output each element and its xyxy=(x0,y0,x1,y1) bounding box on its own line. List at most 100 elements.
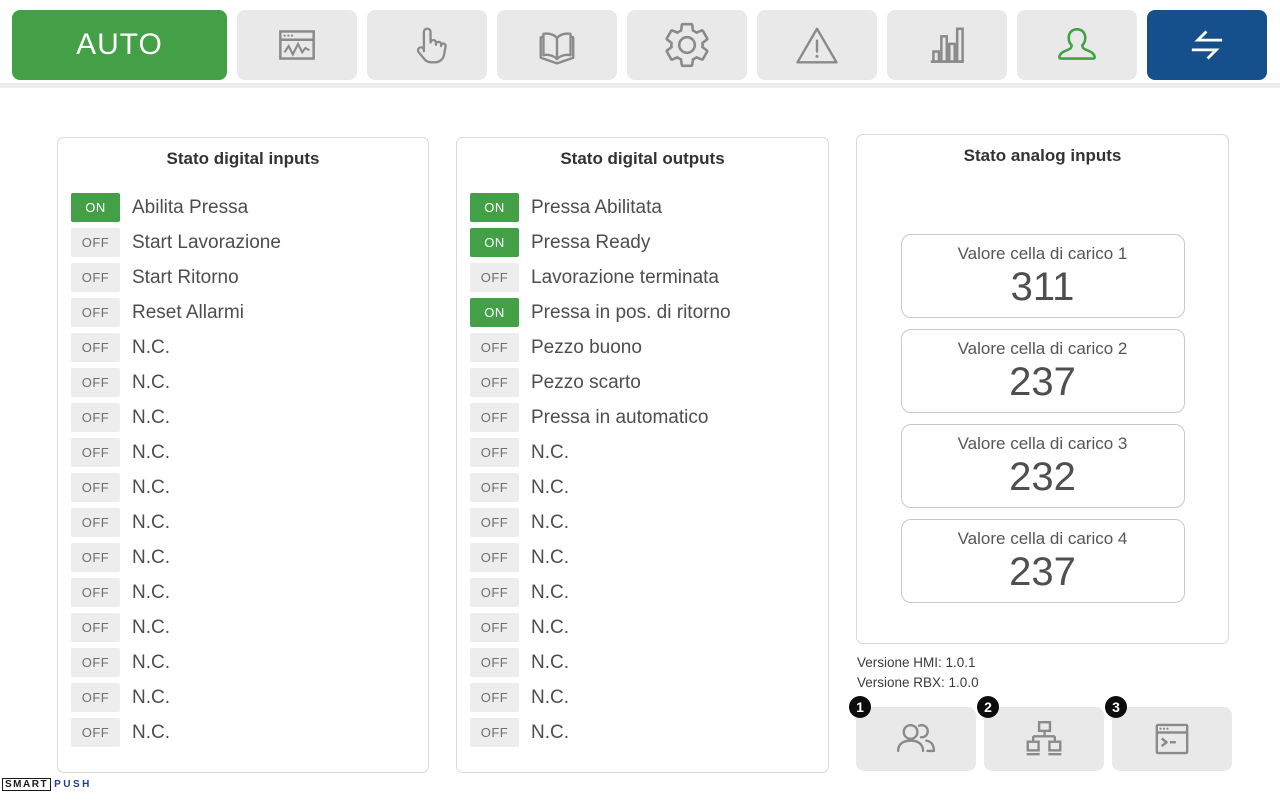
trends-button[interactable] xyxy=(237,10,357,80)
io-row: OFF N.C. xyxy=(470,508,828,537)
state-badge: OFF xyxy=(71,473,120,502)
io-row: OFF N.C. xyxy=(470,473,828,502)
io-label: N.C. xyxy=(132,581,170,603)
terminal-icon xyxy=(1155,723,1189,755)
io-row: ON Pressa Abilitata xyxy=(470,193,828,222)
io-label: N.C. xyxy=(531,546,569,568)
state-badge: OFF xyxy=(71,403,120,432)
io-label: Pressa Abilitata xyxy=(531,196,662,218)
state-badge: OFF xyxy=(470,613,519,642)
io-label: N.C. xyxy=(531,511,569,533)
io-label: Start Lavorazione xyxy=(132,231,281,253)
hmi-version: Versione HMI: 1.0.1 xyxy=(857,655,976,670)
users-button[interactable]: 1 xyxy=(849,696,976,771)
io-label: N.C. xyxy=(132,651,170,673)
io-label: N.C. xyxy=(132,336,170,358)
state-badge: OFF xyxy=(470,543,519,572)
state-badge: OFF xyxy=(470,473,519,502)
state-badge: OFF xyxy=(470,648,519,677)
recipes-button[interactable] xyxy=(497,10,617,80)
digital-inputs-rows: ON Abilita Pressa OFF Start Lavorazione … xyxy=(58,193,428,747)
io-label: Pressa in automatico xyxy=(531,406,709,428)
io-row: OFF N.C. xyxy=(470,578,828,607)
alarms-button[interactable] xyxy=(757,10,877,80)
network-icon xyxy=(1026,721,1062,756)
io-row: OFF N.C. xyxy=(71,578,428,607)
state-badge: OFF xyxy=(71,298,120,327)
marker-1: 1 xyxy=(849,696,871,718)
manual-mode-button[interactable] xyxy=(367,10,487,80)
state-badge: OFF xyxy=(470,368,519,397)
state-badge: OFF xyxy=(470,508,519,537)
state-badge: OFF xyxy=(71,543,120,572)
rbx-version: Versione RBX: 1.0.0 xyxy=(857,675,979,690)
digital-outputs-title: Stato digital outputs xyxy=(560,149,725,168)
network-button[interactable]: 2 xyxy=(977,696,1104,771)
io-label: N.C. xyxy=(531,651,569,673)
io-label: N.C. xyxy=(531,686,569,708)
warning-triangle-icon xyxy=(796,27,838,64)
state-badge: OFF xyxy=(470,438,519,467)
io-row: OFF N.C. xyxy=(71,473,428,502)
users-icon xyxy=(896,723,936,753)
state-badge: OFF xyxy=(470,578,519,607)
top-toolbar: AUTO xyxy=(0,0,1280,88)
io-row: OFF Start Ritorno xyxy=(71,263,428,292)
io-label: Pezzo buono xyxy=(531,336,642,358)
state-badge: OFF xyxy=(71,648,120,677)
io-status-button[interactable] xyxy=(1147,10,1267,80)
state-badge: OFF xyxy=(71,578,120,607)
io-row: OFF N.C. xyxy=(71,613,428,642)
io-row: OFF N.C. xyxy=(71,438,428,467)
auto-mode-button[interactable]: AUTO xyxy=(12,10,227,80)
io-label: Pezzo scarto xyxy=(531,371,641,393)
terminal-button[interactable]: 3 xyxy=(1105,696,1232,771)
load-cell-value: 311 xyxy=(1010,265,1075,309)
load-cell-value: 232 xyxy=(1009,455,1076,499)
io-label: Pressa in pos. di ritorno xyxy=(531,301,731,323)
state-badge: OFF xyxy=(470,403,519,432)
io-row: OFF N.C. xyxy=(71,683,428,712)
state-badge: OFF xyxy=(71,508,120,537)
state-badge: OFF xyxy=(71,718,120,747)
load-cell-box: Valore cella di carico 2 237 xyxy=(900,329,1185,413)
state-badge: OFF xyxy=(470,263,519,292)
user-button[interactable] xyxy=(1017,10,1137,80)
state-badge: OFF xyxy=(71,333,120,362)
io-row: OFF Pezzo buono xyxy=(470,333,828,362)
io-row: OFF N.C. xyxy=(470,543,828,572)
io-label: Pressa Ready xyxy=(531,231,651,253)
io-row: OFF Reset Allarmi xyxy=(71,298,428,327)
io-label: N.C. xyxy=(132,371,170,393)
state-badge: ON xyxy=(470,193,519,222)
io-label: Abilita Pressa xyxy=(132,196,249,218)
settings-button[interactable] xyxy=(627,10,747,80)
io-label: N.C. xyxy=(132,616,170,638)
io-label: N.C. xyxy=(132,406,170,428)
io-label: Reset Allarmi xyxy=(132,301,244,323)
load-cell-label: Valore cella di carico 4 xyxy=(957,529,1128,548)
io-label: N.C. xyxy=(132,511,170,533)
load-cell-value: 237 xyxy=(1009,360,1076,404)
bar-chart-icon xyxy=(930,27,964,63)
io-label: N.C. xyxy=(132,721,170,743)
state-badge: OFF xyxy=(470,333,519,362)
io-row: OFF N.C. xyxy=(470,613,828,642)
quick-buttons: 1 2 3 xyxy=(849,696,1232,771)
gear-icon xyxy=(665,22,709,68)
io-row: OFF Lavorazione terminata xyxy=(470,263,828,292)
logo-push: PUSH xyxy=(54,779,92,790)
load-cell-box: Valore cella di carico 3 232 xyxy=(900,424,1185,508)
analog-cells: Valore cella di carico 1 311 Valore cell… xyxy=(857,234,1228,603)
load-cell-box: Valore cella di carico 1 311 xyxy=(900,234,1185,318)
statistics-button[interactable] xyxy=(887,10,1007,80)
io-row: OFF N.C. xyxy=(470,683,828,712)
io-row: OFF Pezzo scarto xyxy=(470,368,828,397)
io-label: N.C. xyxy=(531,441,569,463)
digital-outputs-panel: Stato digital outputs ON Pressa Abilitat… xyxy=(456,137,829,773)
state-badge: ON xyxy=(470,228,519,257)
smartpush-logo: SMART PUSH xyxy=(2,778,92,791)
state-badge: OFF xyxy=(470,683,519,712)
main-content: Stato digital inputs ON Abilita Pressa O… xyxy=(0,88,1280,796)
io-label: N.C. xyxy=(531,721,569,743)
